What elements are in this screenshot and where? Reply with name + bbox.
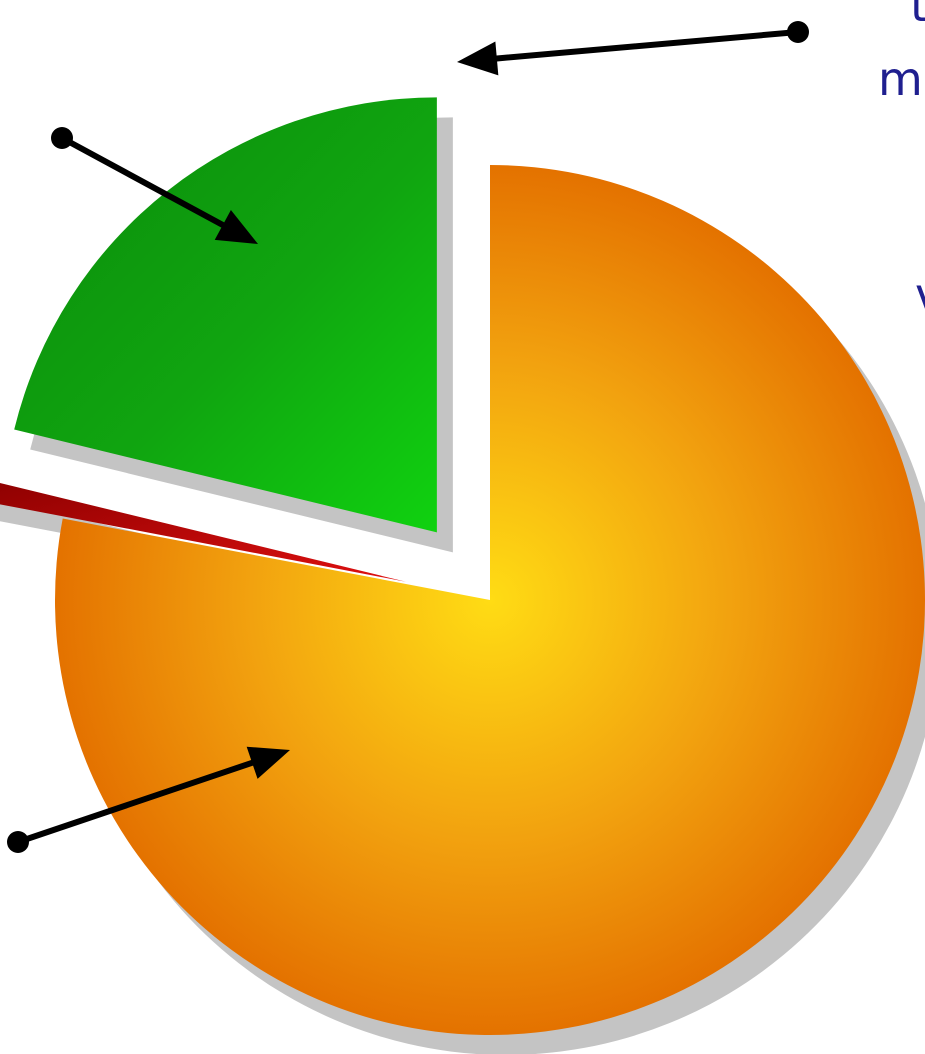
leader-lines <box>7 21 809 853</box>
slices <box>0 97 925 1036</box>
leader-arrow-red <box>457 21 809 76</box>
pie-slice-green <box>14 97 437 533</box>
cropped-label-fragment: t <box>910 0 925 32</box>
cropped-label-fragment: v <box>915 272 925 318</box>
cropped-label-fragment: m <box>878 52 923 106</box>
leader-arrow-orange <box>7 746 290 853</box>
pie-slice-orange <box>54 165 925 1036</box>
leader-arrow-green <box>51 127 258 244</box>
